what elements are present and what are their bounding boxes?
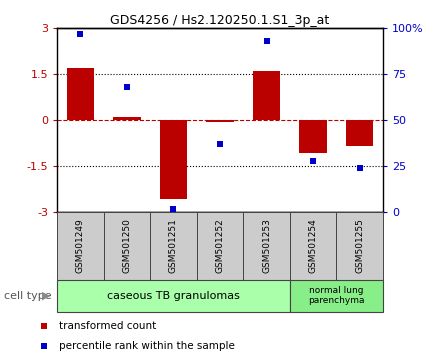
Bar — [197, 212, 243, 280]
Text: GSM501254: GSM501254 — [308, 219, 318, 273]
Bar — [150, 212, 197, 280]
Bar — [299, 120, 327, 153]
Bar — [345, 120, 374, 145]
Bar — [66, 68, 95, 120]
Bar — [104, 212, 150, 280]
Bar — [290, 280, 383, 312]
Text: GSM501251: GSM501251 — [169, 218, 178, 274]
Text: cell type: cell type — [4, 291, 52, 301]
Bar — [336, 212, 383, 280]
Text: GSM501252: GSM501252 — [216, 219, 224, 273]
Bar — [57, 212, 104, 280]
Bar — [57, 280, 290, 312]
Bar — [290, 212, 336, 280]
Text: normal lung
parenchyma: normal lung parenchyma — [308, 286, 364, 305]
Text: GSM501250: GSM501250 — [122, 218, 132, 274]
Text: GSM501249: GSM501249 — [76, 219, 85, 273]
Text: GSM501255: GSM501255 — [355, 218, 364, 274]
Text: caseous TB granulomas: caseous TB granulomas — [107, 291, 240, 301]
Text: ▶: ▶ — [42, 291, 50, 301]
Bar — [113, 117, 141, 120]
Bar — [160, 120, 187, 199]
Bar — [206, 120, 234, 122]
Text: percentile rank within the sample: percentile rank within the sample — [59, 341, 235, 350]
Text: GDS4256 / Hs2.120250.1.S1_3p_at: GDS4256 / Hs2.120250.1.S1_3p_at — [110, 14, 330, 27]
Text: transformed count: transformed count — [59, 321, 156, 331]
Bar — [243, 212, 290, 280]
Text: GSM501253: GSM501253 — [262, 218, 271, 274]
Bar — [253, 71, 280, 120]
